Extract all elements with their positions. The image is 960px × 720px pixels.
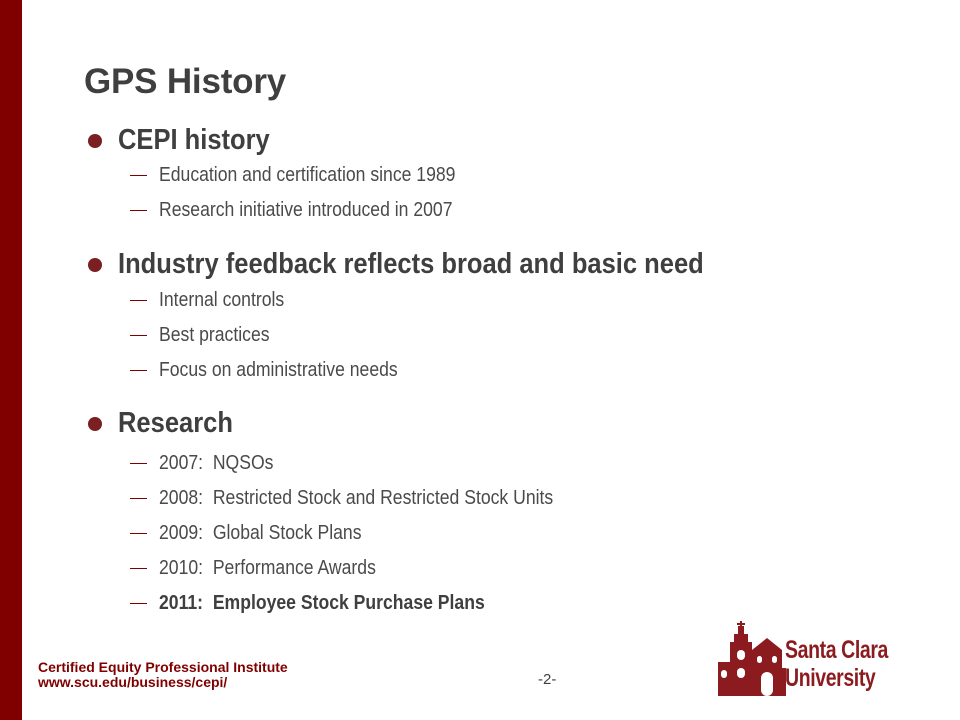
slide-title: GPS History <box>84 62 287 101</box>
logo-text-line2: University <box>785 664 876 692</box>
sub-item: Internal controls <box>130 289 301 312</box>
dash-icon <box>130 497 147 500</box>
sub-item-text: 2011: Employee Stock Purchase Plans <box>159 592 485 614</box>
dash-icon <box>130 369 147 372</box>
bullet-industry-feedback: Industry feedback reflects broad and bas… <box>88 248 784 281</box>
sub-item: 2009: Global Stock Plans <box>130 522 389 545</box>
bullet-heading: CEPI history <box>118 124 270 156</box>
bullet-heading: Industry feedback reflects broad and bas… <box>118 248 704 280</box>
santa-clara-mission-logo-icon <box>718 621 786 696</box>
dash-icon <box>130 532 147 535</box>
bullet-dot-icon <box>88 133 102 148</box>
bullet-cepi-history: CEPI history <box>88 124 290 157</box>
logo-text-line1: Santa Clara <box>785 636 889 664</box>
dash-icon <box>130 334 147 337</box>
sub-item-text: 2007: NQSOs <box>159 452 274 474</box>
sub-item: Focus on administrative needs <box>130 359 430 382</box>
sub-item: Education and certification since 1989 <box>130 164 496 187</box>
bullet-dot-icon <box>88 416 102 431</box>
dash-icon <box>130 462 147 465</box>
sub-item-text: Internal controls <box>159 289 285 311</box>
sub-item-text: Education and certification since 1989 <box>159 164 456 186</box>
dash-icon <box>130 299 147 302</box>
bullet-heading: Research <box>118 407 233 439</box>
sub-item: 2007: NQSOs <box>130 452 289 475</box>
sub-item-text: Research initiative introduced in 2007 <box>159 199 453 221</box>
dash-icon <box>130 567 147 570</box>
sub-item-highlight: 2011: Employee Stock Purchase Plans <box>130 592 529 615</box>
sub-item-text: 2010: Performance Awards <box>159 557 376 579</box>
bullet-dot-icon <box>88 257 102 272</box>
sub-item-text: Focus on administrative needs <box>159 359 398 381</box>
sub-item-text: 2009: Global Stock Plans <box>159 522 362 544</box>
sub-item: Best practices <box>130 324 285 347</box>
dash-icon <box>130 209 147 212</box>
sub-item: 2010: Performance Awards <box>130 557 405 580</box>
sub-item: Research initiative introduced in 2007 <box>130 199 493 222</box>
left-accent-bar <box>0 0 22 720</box>
bullet-research: Research <box>88 407 249 440</box>
footer-url[interactable]: www.scu.edu/business/cepi/ <box>38 674 228 690</box>
sub-item-text: 2008: Restricted Stock and Restricted St… <box>159 487 554 509</box>
sub-item: 2008: Restricted Stock and Restricted St… <box>130 487 607 510</box>
sub-item-text: Best practices <box>159 324 270 346</box>
footer-organization: Certified Equity Professional Institute <box>38 659 288 675</box>
page-number: -2- <box>538 671 557 688</box>
dash-icon <box>130 602 147 605</box>
dash-icon <box>130 174 147 177</box>
